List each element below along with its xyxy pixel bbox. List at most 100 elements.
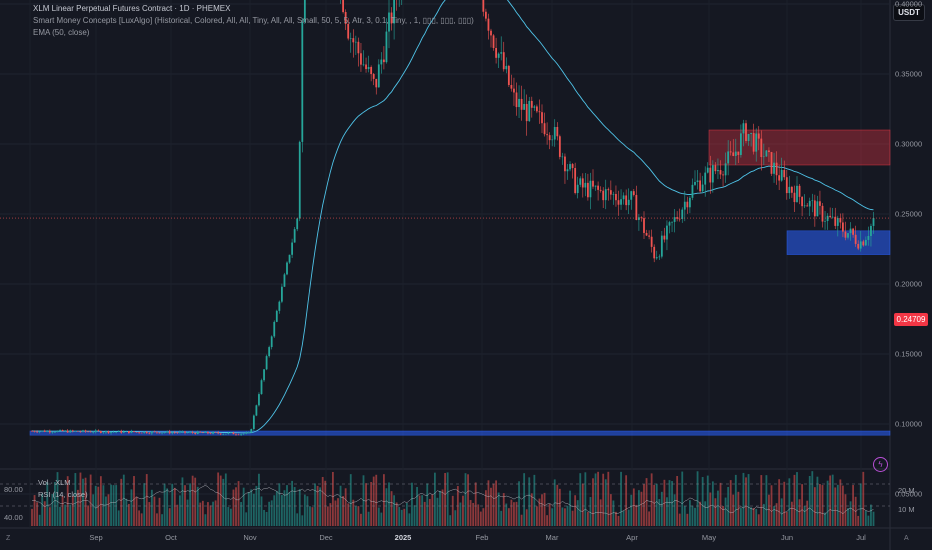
volume-bar-42	[138, 510, 140, 526]
volume-bar-30	[107, 494, 110, 526]
candle-body-193	[523, 103, 526, 110]
volume-bar-135	[375, 474, 378, 526]
candle-body-244	[653, 246, 656, 259]
volume-bar-115	[324, 480, 327, 526]
volume-bar-322	[852, 485, 854, 526]
volume-bar-83	[242, 487, 245, 526]
candle-body-328	[867, 236, 870, 240]
candle-body-296	[785, 177, 788, 194]
volume-bar-137	[380, 512, 383, 526]
candle-body-196	[530, 100, 533, 108]
volume-bar-301	[798, 499, 801, 526]
candle-body-199	[538, 111, 541, 113]
volume-bar-86	[250, 489, 253, 526]
candle-body-103	[293, 229, 296, 243]
volume-bar-221	[594, 473, 597, 526]
volume-bar-203	[548, 503, 551, 526]
smc-indicator-legend[interactable]: Smart Money Concepts [LuxAlgo] (Historic…	[33, 16, 474, 25]
candle-body-69	[207, 431, 209, 434]
volume-bar-17	[74, 473, 77, 526]
volume-bar-158	[434, 472, 436, 526]
currency-button[interactable]: USDT	[893, 4, 925, 21]
candle-body-237	[635, 194, 638, 220]
volume-bar-268	[714, 498, 717, 526]
volume-bar-204	[551, 508, 554, 526]
alert-bolt-icon[interactable]: ϟ	[873, 457, 888, 472]
candle-body-227	[609, 190, 612, 195]
volume-bar-213	[574, 495, 577, 526]
volume-bar-267	[711, 481, 714, 526]
candle-body-48	[153, 431, 156, 433]
ema-indicator-legend[interactable]: EMA (50, close)	[33, 28, 90, 37]
candle-body-63	[191, 432, 194, 433]
candle-body-307	[813, 200, 816, 217]
candle-body-14	[66, 430, 69, 433]
volume-bar-93	[268, 501, 271, 526]
candle-body-270	[719, 170, 722, 175]
candle-body-265	[706, 167, 709, 173]
volume-bar-228	[612, 500, 615, 526]
candle-body-125	[349, 38, 352, 39]
candle-body-94	[270, 336, 273, 348]
candle-body-24	[92, 432, 95, 433]
volume-bar-127	[354, 506, 357, 526]
candle-body-180	[490, 30, 492, 36]
candle-body-78	[230, 432, 232, 434]
volume-bar-110	[311, 507, 314, 526]
candle-body-182	[495, 47, 497, 58]
candle-body-138	[383, 59, 385, 63]
auto-scale-button[interactable]: A	[904, 535, 909, 542]
volume-bar-196	[530, 493, 533, 526]
volume-bar-201	[543, 492, 546, 526]
volume-bar-21	[84, 477, 87, 526]
volume-bar-275	[732, 494, 735, 526]
candle-body-86	[250, 428, 253, 433]
volume-bar-75	[222, 478, 225, 526]
candle-body-256	[683, 201, 686, 210]
volume-legend[interactable]: Vol · XLM	[38, 478, 71, 487]
candle-body-12	[61, 429, 64, 432]
candle-body-305	[808, 200, 811, 207]
volume-bar-147	[405, 502, 408, 526]
volume-bar-193	[523, 473, 526, 526]
candle-body-79	[232, 432, 235, 435]
candle-body-58	[179, 431, 181, 433]
volume-bar-49	[156, 513, 158, 526]
volume-bar-114	[321, 476, 324, 526]
volume-bar-87	[252, 493, 255, 526]
rsi-legend[interactable]: RSI (14, close)	[38, 490, 88, 499]
time-axis-label: Apr	[626, 533, 638, 542]
candle-body-326	[862, 241, 865, 246]
candle-body-92	[265, 356, 268, 370]
volume-bar-329	[870, 504, 872, 526]
volume-bar-328	[867, 515, 870, 526]
volume-bar-265	[706, 475, 709, 526]
volume-bar-22	[87, 505, 89, 526]
volume-axis-label-20m: 20 M	[898, 486, 915, 495]
candle-body-293	[778, 175, 781, 181]
candle-body-3	[38, 431, 41, 433]
volume-bar-124	[347, 503, 350, 526]
volume-bar-148	[408, 513, 411, 526]
candle-body-216	[581, 178, 584, 188]
timezone-icon[interactable]: Z	[6, 535, 11, 542]
candle-body-320	[847, 233, 849, 238]
volume-bar-291	[773, 506, 775, 526]
volume-bar-64	[194, 477, 197, 526]
candle-body-311	[824, 221, 826, 222]
volume-bar-45	[145, 474, 148, 526]
volume-bar-240	[643, 484, 645, 526]
candle-body-319	[844, 231, 847, 238]
candle-body-321	[849, 228, 852, 234]
volume-bar-106	[301, 515, 304, 526]
volume-bar-208	[561, 507, 564, 526]
volume-bar-179	[487, 480, 490, 526]
candle-body-61	[186, 432, 189, 434]
candle-body-225	[604, 189, 607, 201]
time-axis-label: Oct	[165, 533, 177, 542]
volume-bar-259	[691, 505, 694, 526]
volume-bar-170	[464, 473, 467, 526]
time-axis-label: May	[701, 533, 717, 542]
candle-body-82	[240, 434, 242, 435]
